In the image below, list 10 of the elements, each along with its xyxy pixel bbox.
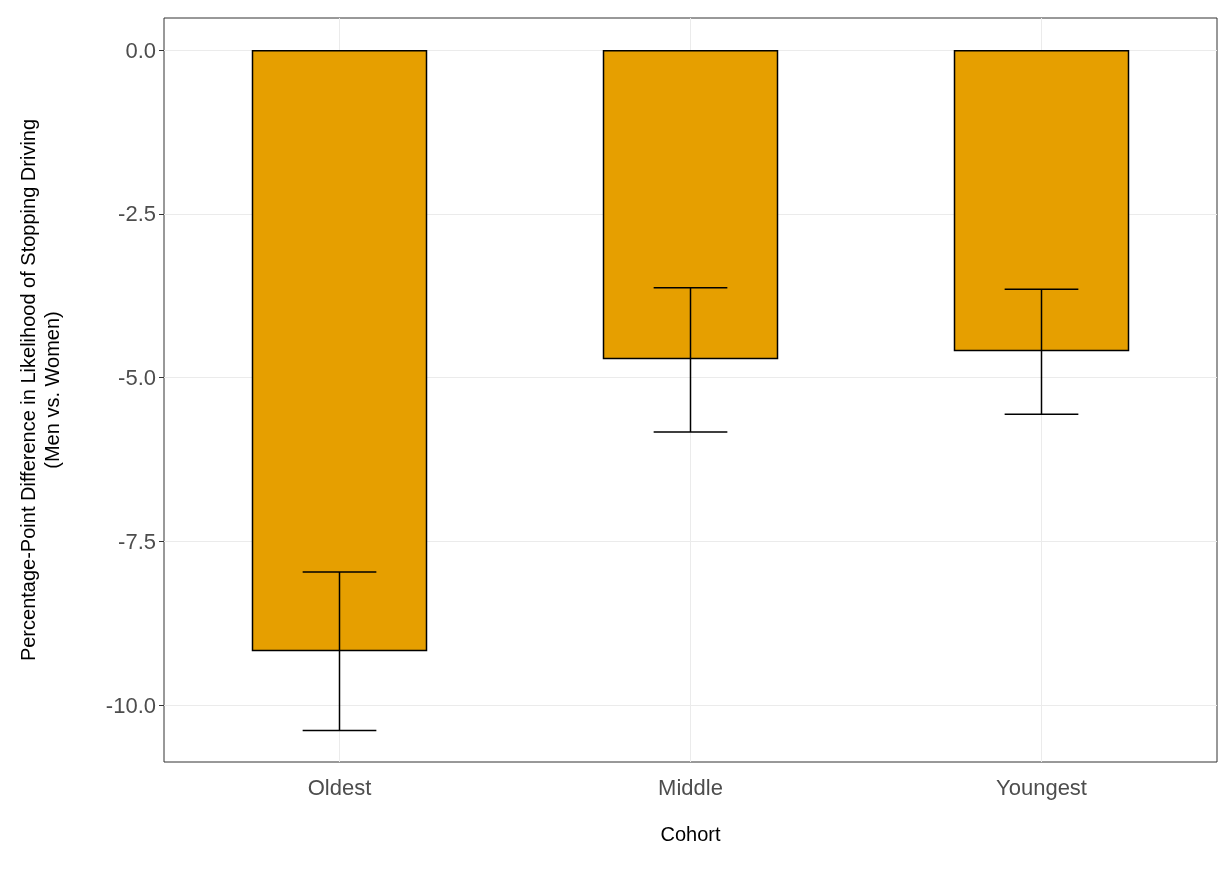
x-tick-label: Oldest [307,774,372,800]
x-tick-label: Middle [658,774,723,800]
y-tick-label: -10.0 [105,692,156,718]
x-axis-title: Cohort [660,823,721,845]
y-tick-label: -7.5 [118,528,156,554]
y-tick-label: -2.5 [118,201,156,227]
y-tick-label: -5.0 [118,365,156,391]
x-tick-label: Youngest [996,774,1087,800]
y-axis-title: Percentage-Point Difference in Likelihood of Stopping Driving (Men vs. Women) [17,118,63,662]
y-tick-label: 0.0 [125,37,156,63]
